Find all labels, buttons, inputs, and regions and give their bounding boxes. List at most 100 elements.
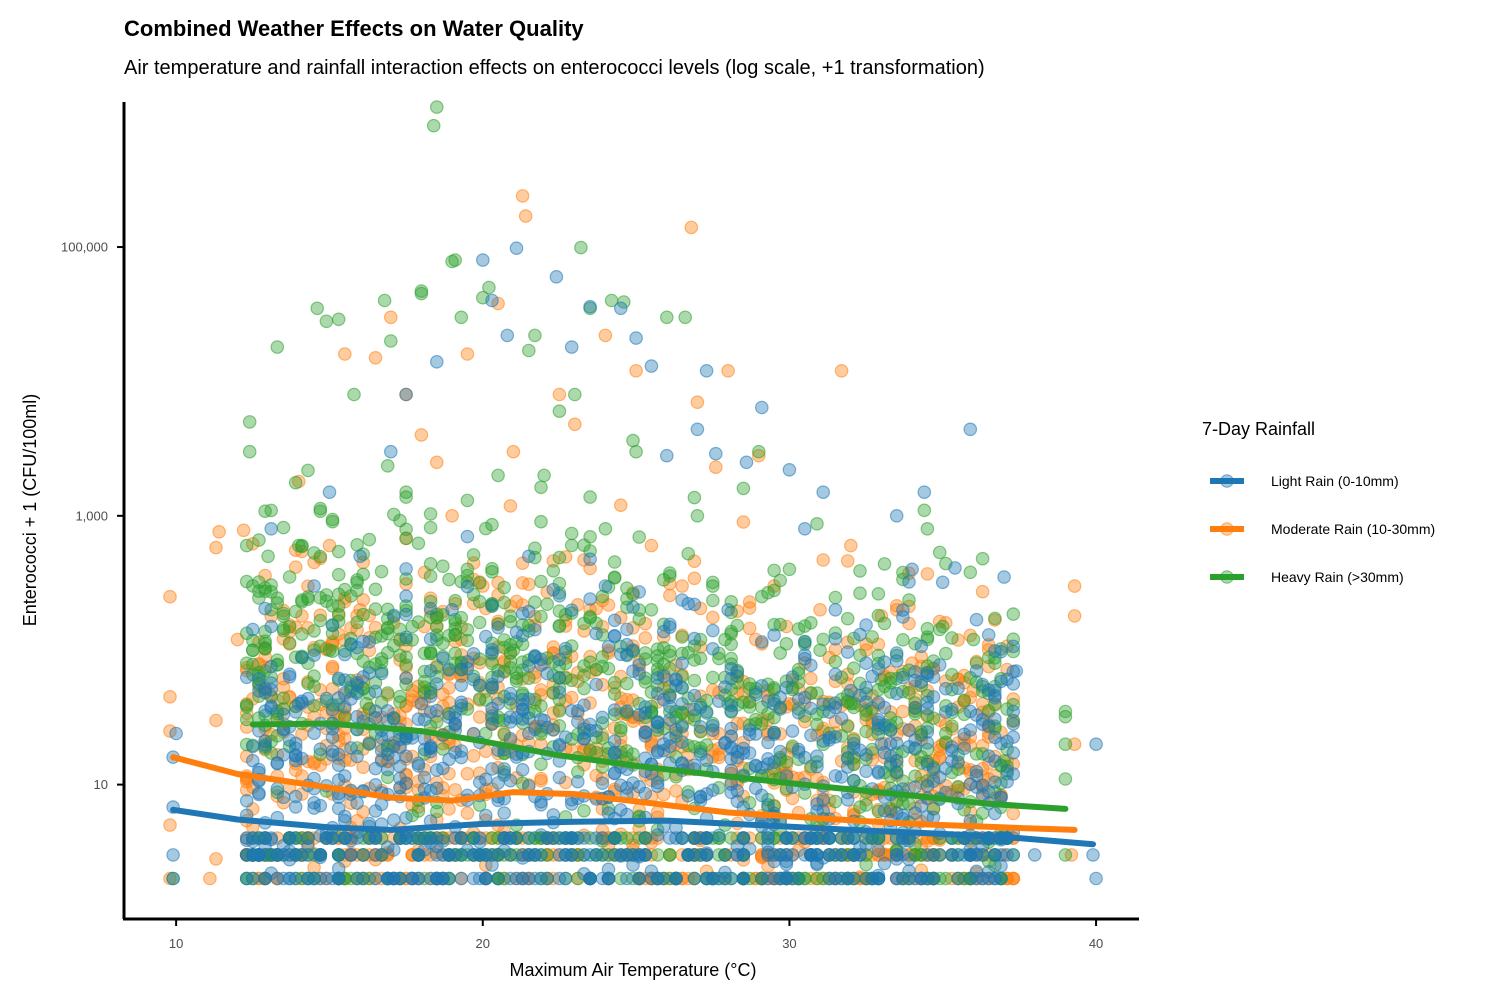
data-point (350, 813, 364, 828)
data-point (785, 871, 800, 886)
data-point (350, 709, 364, 724)
data-point (414, 428, 429, 442)
data-point (356, 871, 370, 886)
data-point (322, 485, 337, 499)
data-point (163, 871, 177, 886)
data-point (620, 637, 634, 652)
data-point (307, 679, 321, 694)
data-point (889, 753, 904, 768)
data-point (460, 493, 475, 508)
data-point (574, 240, 588, 255)
data-point (288, 848, 303, 862)
data-point (549, 269, 564, 284)
data-point (693, 793, 708, 808)
data-point (276, 621, 291, 636)
data-point (650, 775, 665, 790)
data-point (1067, 737, 1082, 751)
x-tick-label: 20 (476, 936, 490, 951)
data-point (540, 666, 554, 681)
data-point (583, 611, 597, 625)
data-point (650, 805, 665, 820)
data-point (945, 702, 959, 717)
data-point (331, 848, 346, 862)
data-point (896, 670, 910, 685)
data-point (567, 387, 582, 402)
data-point (675, 630, 689, 644)
data-point (896, 871, 910, 886)
data-point (264, 676, 278, 690)
data-point (846, 736, 861, 751)
data-point (705, 641, 720, 656)
data-point (626, 433, 640, 448)
data-point (1006, 806, 1021, 821)
data-point (583, 871, 597, 886)
data-point (828, 667, 843, 682)
chart-subtitle: Air temperature and rainfall interaction… (124, 57, 985, 79)
data-point (577, 681, 591, 696)
chart-title: Combined Weather Effects on Water Qualit… (124, 16, 584, 41)
data-point (270, 756, 285, 770)
data-point (675, 697, 689, 711)
data-point (1089, 871, 1103, 886)
data-point (724, 729, 738, 743)
data-point (791, 745, 806, 759)
data-point (963, 565, 978, 580)
data-point (417, 782, 432, 796)
data-point (163, 689, 177, 704)
data-point (325, 618, 340, 633)
data-point (509, 750, 524, 764)
data-point (567, 417, 582, 432)
data-point (540, 597, 554, 611)
data-point (656, 692, 671, 707)
data-point (920, 725, 935, 739)
data-point (414, 696, 429, 711)
data-point (607, 745, 622, 760)
data-point (442, 802, 456, 816)
data-point (896, 632, 910, 647)
data-point (620, 676, 634, 691)
data-point (426, 118, 441, 133)
data-point (932, 545, 947, 560)
data-point (423, 664, 438, 678)
data-point (319, 691, 334, 706)
data-point (626, 776, 640, 790)
legend-label: Light Rain (0-10mm) (1271, 473, 1399, 489)
data-point (478, 629, 493, 644)
data-point (564, 526, 579, 541)
data-point (767, 755, 781, 770)
data-point (957, 693, 971, 708)
data-point (662, 569, 677, 583)
data-point (981, 871, 996, 886)
data-point (313, 742, 328, 756)
data-point (708, 446, 723, 461)
data-point (828, 602, 843, 617)
data-point (552, 871, 567, 886)
data-point (896, 603, 910, 617)
data-point (239, 793, 254, 808)
data-point (515, 606, 530, 621)
data-point (583, 299, 597, 314)
x-axis-ticks: 10 20 30 40 (169, 919, 1103, 951)
data-point (932, 658, 947, 672)
data-point (264, 832, 278, 847)
data-point (460, 806, 475, 820)
data-point (534, 828, 548, 842)
data-point (828, 730, 843, 744)
data-point (662, 620, 677, 634)
data-point (362, 635, 377, 649)
data-point (399, 811, 413, 825)
data-point (920, 810, 935, 824)
data-point (264, 700, 278, 715)
data-point (383, 444, 398, 459)
data-point (846, 773, 861, 788)
data-point (331, 773, 346, 787)
data-point (301, 831, 315, 845)
data-point (846, 848, 861, 862)
data-point (454, 678, 469, 693)
data-point (288, 560, 303, 574)
data-point (926, 690, 941, 704)
data-point (699, 871, 714, 886)
data-point (577, 659, 591, 673)
data-point (871, 871, 886, 886)
data-point (534, 609, 548, 624)
